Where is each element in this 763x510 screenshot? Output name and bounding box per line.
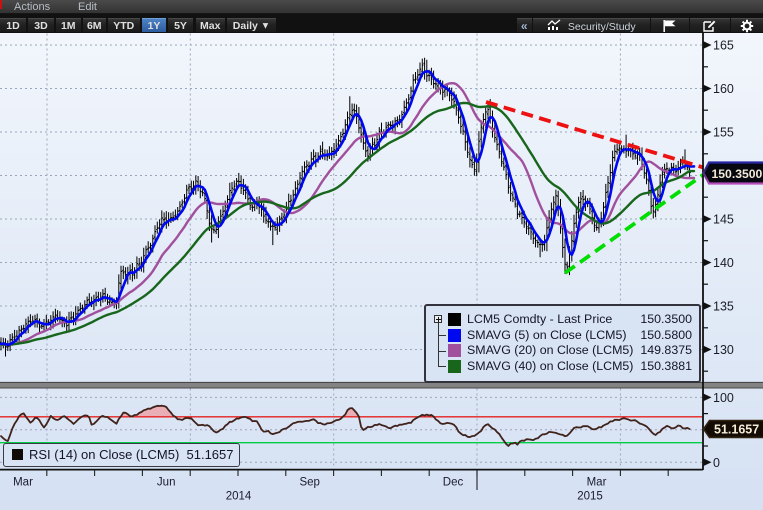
svg-text:135: 135	[713, 300, 734, 314]
svg-text:Sep: Sep	[299, 477, 319, 489]
svg-text:165: 165	[713, 39, 734, 53]
svg-text:Jun: Jun	[157, 477, 176, 489]
svg-text:130: 130	[713, 343, 734, 357]
svg-text:Mar: Mar	[13, 477, 33, 489]
svg-text:140: 140	[713, 256, 734, 270]
svg-text:2014: 2014	[226, 491, 252, 503]
svg-text:100: 100	[713, 391, 734, 405]
svg-text:0: 0	[713, 456, 720, 470]
svg-text:150.3500: 150.3500	[712, 167, 763, 181]
svg-text:160: 160	[713, 82, 734, 96]
svg-text:Dec: Dec	[443, 477, 464, 489]
svg-text:2015: 2015	[577, 491, 603, 503]
svg-text:145: 145	[713, 213, 734, 227]
svg-text:51.1657: 51.1657	[714, 423, 759, 437]
svg-text:155: 155	[713, 126, 734, 140]
svg-text:Mar: Mar	[587, 477, 607, 489]
